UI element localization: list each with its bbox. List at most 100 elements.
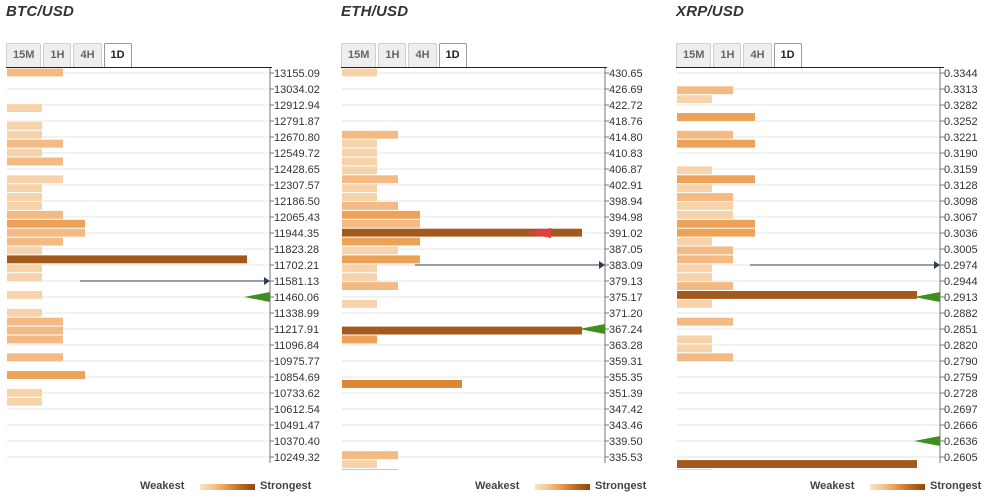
legend-strongest: Strongest (595, 480, 647, 492)
price-tick-label: 402.91 (609, 180, 643, 192)
confluence-bar (7, 130, 42, 139)
confluence-bar (7, 353, 63, 362)
confluence-bar (7, 308, 42, 317)
price-tick-label: 11338.99 (274, 308, 319, 320)
price-tick-label: 11581.13 (274, 276, 319, 288)
confluence-bar (677, 299, 712, 308)
price-tick-label: 394.98 (609, 212, 643, 224)
price-tick-label: 0.2944 (944, 276, 978, 288)
confluence-bar (677, 237, 712, 246)
confluence-bar (342, 264, 377, 273)
price-tick-label: 414.80 (609, 132, 643, 144)
price-tick-label: 0.3313 (944, 84, 978, 96)
timeframe-tabs: 15M 1H 4H 1D (676, 43, 804, 67)
tab-baseline (6, 67, 272, 68)
confluence-bar (7, 326, 63, 335)
timeframe-tabs: 15M 1H 4H 1D (341, 43, 469, 67)
tab-4h[interactable]: 4H (73, 43, 102, 67)
confluence-bar (677, 210, 733, 219)
price-tick-label: 11702.21 (274, 260, 319, 272)
price-tick-label: 0.3036 (944, 228, 978, 240)
price-tick-label: 12428.65 (274, 164, 320, 176)
price-tick-label: 418.76 (609, 116, 643, 128)
price-tick-label: 351.39 (609, 388, 643, 400)
confluence-bar (342, 460, 377, 468)
confluence-bar (677, 184, 712, 193)
confluence-bar (342, 210, 420, 219)
confluence-bar (7, 184, 42, 193)
xrp-panel: XRP/USD 15M 1H 4H 1D 0.3344 0.3313 0.3282 0… (670, 0, 990, 502)
tab-15m[interactable]: 15M (6, 43, 42, 67)
green-arrow-icon (914, 292, 940, 302)
price-tick-label: 0.2759 (944, 372, 978, 384)
price-tick-label: 10249.32 (274, 452, 320, 464)
confluence-bar (7, 273, 42, 282)
confluence-bar (677, 113, 755, 121)
price-tick-label: 367.24 (609, 324, 643, 336)
confluence-bar (7, 148, 42, 157)
confluence-bar (7, 237, 63, 246)
tab-1d[interactable]: 1D (438, 43, 467, 67)
price-tick-label: 379.13 (609, 276, 643, 288)
confluence-bar (677, 344, 712, 353)
price-tick-label: 339.50 (609, 436, 643, 448)
price-tick-label: 12912.94 (274, 100, 320, 112)
confluence-bar (342, 130, 398, 139)
confluence-bar (677, 166, 712, 175)
confluence-bar (677, 193, 733, 201)
confluence-bar (342, 380, 462, 388)
confluence-bar (7, 255, 247, 264)
price-tick-label: 0.3159 (944, 164, 978, 176)
tab-1h[interactable]: 1H (378, 43, 407, 67)
confluence-chart: 13155.09 13034.02 12912.94 12791.87 12670.80… (7, 68, 320, 464)
price-tick-label: 0.3005 (944, 244, 978, 256)
price-tick-label: 10491.47 (274, 420, 320, 432)
price-tick-label: 426.69 (609, 84, 643, 96)
confluence-bar (7, 157, 63, 166)
tab-4h[interactable]: 4H (408, 43, 437, 67)
tab-1h[interactable]: 1H (43, 43, 72, 67)
panel-title: XRP/USD (676, 3, 745, 20)
price-tick-label: 12065.43 (274, 212, 320, 224)
confluence-bar (342, 139, 377, 148)
tab-15m[interactable]: 15M (676, 43, 712, 67)
eth-panel: ETH/USD 15M 1H 4H 1D 430.65 426.69 422.72 4… (335, 0, 655, 502)
confluence-bar (677, 255, 733, 264)
tab-1d[interactable]: 1D (773, 43, 802, 67)
tab-1d[interactable]: 1D (103, 43, 132, 67)
confluence-bar (7, 202, 42, 210)
tab-4h[interactable]: 4H (743, 43, 772, 67)
price-tick-label: 375.17 (609, 292, 643, 304)
confluence-bar (7, 397, 42, 406)
confluence-bar (342, 246, 398, 255)
confluence-bar (7, 68, 63, 77)
confluence-bar (677, 469, 712, 470)
current-price-marker (934, 261, 940, 269)
confluence-bar (677, 202, 733, 210)
confluence-bar (7, 335, 63, 344)
price-tick-label: 343.46 (609, 420, 643, 432)
price-tick-label: 11217.91 (274, 324, 319, 336)
price-tick-label: 0.3252 (944, 116, 978, 128)
confluence-bar (7, 264, 42, 273)
confluence-bar (7, 317, 63, 326)
confluence-bar (342, 273, 377, 282)
confluence-bar (677, 228, 755, 237)
confluence-bar (342, 255, 420, 264)
price-tick-label: 10612.54 (274, 404, 320, 416)
panel-title: BTC/USD (6, 3, 75, 20)
price-tick-label: 0.2851 (944, 324, 978, 336)
confluence-bar (342, 166, 377, 175)
confluence-bar (677, 460, 917, 468)
current-price-marker (264, 277, 270, 285)
confluence-bar (342, 326, 582, 335)
confluence-bar (342, 175, 398, 184)
price-tick-label: 13034.02 (274, 84, 320, 96)
confluence-bar (7, 104, 42, 112)
tab-15m[interactable]: 15M (341, 43, 377, 67)
confluence-chart: 0.3344 0.3313 0.3282 0.3252 0.3221 0.3190 0.31… (677, 68, 978, 470)
confluence-bar (342, 237, 420, 246)
confluence-bar (677, 264, 712, 273)
tab-1h[interactable]: 1H (713, 43, 742, 67)
price-tick-label: 11460.06 (274, 292, 319, 304)
